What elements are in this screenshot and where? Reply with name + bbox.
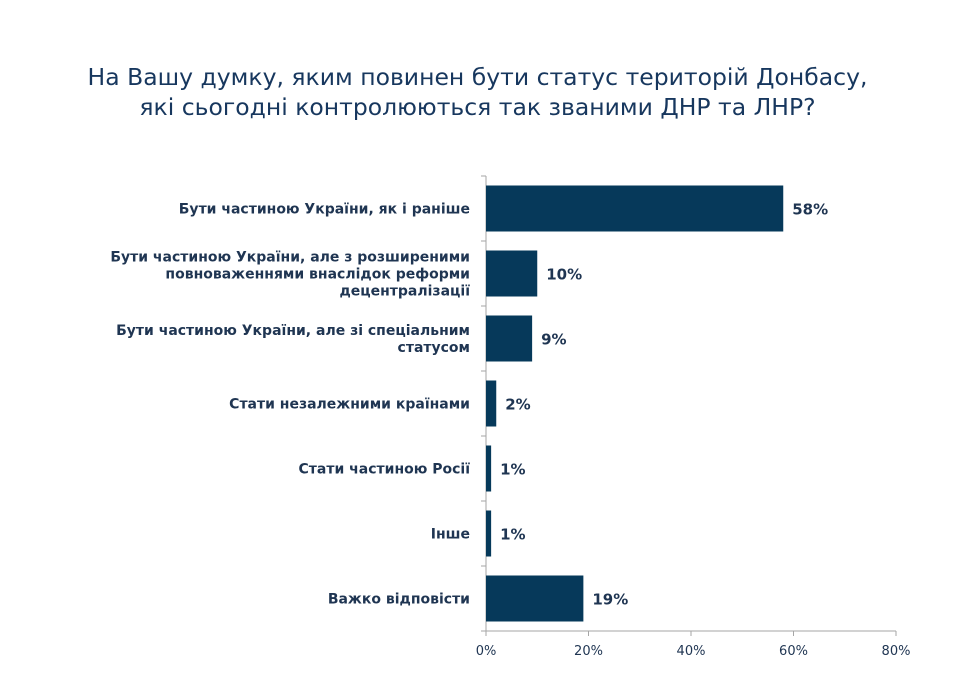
x-tick-label: 40% (677, 644, 706, 659)
data-label: 9% (541, 331, 566, 349)
category-label: Інше (431, 527, 470, 543)
chart-title-line-2: які сьогодні контролюються так званими Д… (139, 93, 816, 121)
category-label: повноваженнями внаслідок реформи (165, 267, 470, 283)
data-label: 1% (500, 526, 525, 544)
data-label: 10% (546, 266, 582, 284)
bar (486, 575, 584, 622)
data-label: 2% (505, 396, 530, 414)
bar (486, 250, 538, 297)
bar (486, 185, 784, 232)
bar (486, 315, 533, 362)
x-tick-label: 0% (476, 644, 497, 659)
bar (486, 445, 492, 492)
bar (486, 510, 492, 557)
category-label: Бути частиною України, як і раніше (179, 202, 470, 218)
category-label: статусом (398, 340, 470, 356)
category-label: децентралізації (339, 284, 470, 300)
data-label: 19% (592, 591, 628, 609)
x-tick-label: 80% (882, 644, 911, 659)
category-label: Бути частиною України, але зі спеціальни… (116, 323, 470, 339)
x-tick-label: 60% (779, 644, 808, 659)
category-label: Стати частиною Росії (299, 462, 471, 478)
data-label: 1% (500, 461, 525, 479)
x-tick-label: 20% (574, 644, 603, 659)
chart-title-line-1: На Вашу думку, яким повинен бути статус … (87, 63, 868, 91)
category-label: Стати незалежними країнами (229, 397, 470, 413)
data-label: 58% (792, 201, 828, 219)
category-label: Важко відповісти (328, 592, 470, 608)
bar (486, 380, 497, 427)
category-label: Бути частиною України, але з розширеними (110, 250, 470, 266)
